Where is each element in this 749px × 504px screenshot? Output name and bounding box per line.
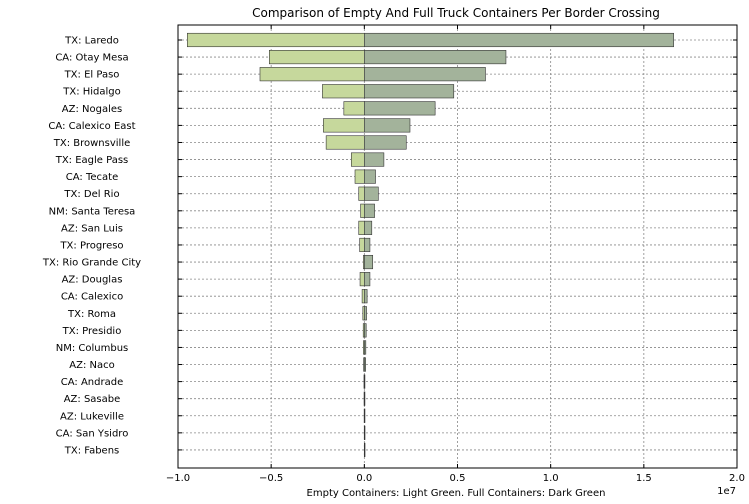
- x-tick-label: 0.5: [450, 473, 466, 484]
- y-tick-label: CA: Calexico East: [48, 121, 135, 132]
- y-tick-label: CA: Calexico: [61, 292, 123, 303]
- bar-full-containers: [364, 101, 436, 116]
- x-tick-label: 1.0: [543, 473, 559, 484]
- bar-empty-containers: [322, 84, 365, 99]
- bar-full-containers: [364, 374, 366, 389]
- y-tick-label: CA: Tecate: [66, 172, 118, 183]
- bar-full-containers: [364, 220, 373, 235]
- axis-layer: −1.0 −0.5 0.0 0.5 1.0 1.5 2.0 TX: Laredo CA: Ota…: [42, 25, 745, 484]
- bar-full-containers: [364, 408, 366, 423]
- bar-full-containers: [364, 425, 366, 440]
- bar-empty-containers: [259, 67, 365, 82]
- y-tick-label: TX: Progreso: [59, 240, 123, 251]
- bar-empty-containers: [350, 152, 365, 167]
- bar-full-containers: [364, 203, 375, 218]
- bar-full-containers: [364, 67, 486, 82]
- bar-full-containers: [364, 340, 367, 355]
- y-tick-label: AZ: Naco: [69, 360, 114, 371]
- bar-empty-containers: [358, 220, 365, 235]
- bar-full-containers: [364, 237, 371, 253]
- y-tick-label: AZ: Nogales: [62, 104, 122, 115]
- y-tick-label: CA: Otay Mesa: [55, 53, 128, 64]
- y-tick-label: TX: Fabens: [64, 445, 120, 456]
- y-tick-label: TX: Roma: [67, 309, 116, 320]
- y-tick-label: TX: Hidalgo: [62, 87, 121, 98]
- x-tick-label: −1.0: [166, 473, 190, 484]
- bar-empty-containers: [361, 289, 365, 304]
- bar-full-containers: [364, 84, 455, 99]
- y-tick-label: TX: El Paso: [64, 70, 120, 81]
- x-tick-label: 0.0: [356, 473, 372, 484]
- bar-empty-containers: [325, 135, 365, 150]
- bar-full-containers: [364, 254, 374, 270]
- y-tick-label: NM: Santa Teresa: [49, 206, 136, 217]
- bar-full-containers: [364, 32, 674, 48]
- bar-full-containers: [364, 152, 385, 167]
- x-tick-label: 2.0: [729, 473, 745, 484]
- plot-frame: [177, 24, 738, 469]
- bar-full-containers: [364, 323, 367, 338]
- bar-full-containers: [364, 50, 507, 65]
- y-tick-label: TX: Brownsville: [53, 138, 131, 149]
- y-tick-label: CA: San Ysidro: [56, 428, 129, 439]
- y-tick-label: TX: Laredo: [64, 36, 119, 47]
- y-tick-label: AZ: Lukeville: [60, 411, 124, 422]
- bar-full-containers: [364, 289, 368, 304]
- bar-full-containers: [364, 169, 376, 184]
- bar-empty-containers: [360, 203, 365, 218]
- bars-layer: [187, 32, 674, 457]
- y-tick-label: TX: Rio Grande City: [42, 258, 141, 269]
- chart-title: Comparison of Empty And Full Truck Conta…: [252, 6, 660, 20]
- bar-empty-containers: [354, 169, 365, 184]
- x-offset-label: 1e7: [717, 486, 736, 497]
- bar-empty-containers: [358, 186, 365, 201]
- y-tick-label: NM: Columbus: [56, 343, 129, 354]
- x-tick-label: 1.5: [636, 473, 652, 484]
- bar-full-containers: [364, 357, 366, 372]
- bar-empty-containers: [359, 237, 365, 253]
- grid-layer: [178, 25, 737, 468]
- bar-empty-containers: [359, 272, 365, 287]
- bar-full-containers: [364, 118, 411, 133]
- x-tick-label: −0.5: [259, 473, 283, 484]
- y-tick-label: CA: Andrade: [61, 377, 123, 388]
- y-tick-label: AZ: San Luis: [61, 223, 123, 234]
- bar-full-containers: [364, 442, 366, 457]
- y-tick-label: TX: Presidio: [62, 326, 122, 337]
- bar-empty-containers: [269, 50, 365, 65]
- y-tick-label: AZ: Douglas: [62, 275, 123, 286]
- y-tick-label: TX: Del Rio: [63, 189, 119, 200]
- x-axis-label: Empty Containers: Light Green. Full Cont…: [307, 488, 606, 499]
- bar-full-containers: [364, 272, 371, 287]
- bar-full-containers: [364, 391, 366, 406]
- bar-empty-containers: [323, 118, 365, 133]
- bar-full-containers: [364, 306, 367, 321]
- bar-full-containers: [364, 135, 407, 150]
- bar-empty-containers: [187, 32, 365, 48]
- bar-empty-containers: [343, 101, 365, 116]
- y-tick-label: TX: Eagle Pass: [55, 155, 129, 166]
- y-tick-label: AZ: Sasabe: [64, 394, 121, 405]
- bar-full-containers: [364, 186, 379, 201]
